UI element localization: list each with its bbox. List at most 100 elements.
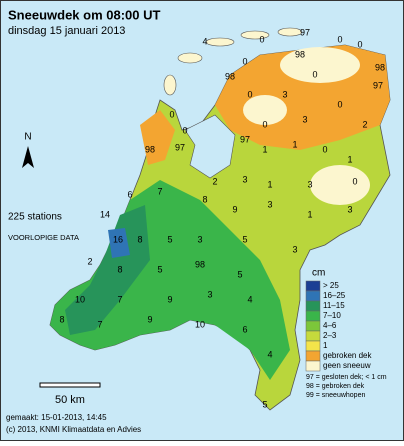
station-value: 0 [337,34,342,44]
station-value: 0 [357,39,362,49]
legend-label: 1 [323,341,328,350]
legend-swatch [305,320,321,332]
station-value: 8 [137,234,142,244]
station-value: 3 [307,179,312,189]
station-value: 3 [197,234,202,244]
region-west [50,180,290,380]
region-coast [65,205,150,335]
station-value: 97 [300,27,310,37]
station-value: 3 [347,204,352,214]
station-value: 10 [75,294,85,304]
station-value: 0 [259,34,264,44]
station-value: 2 [87,256,92,266]
legend-label: 7–10 [323,311,341,320]
legend-note: 97 = gesloten dek; < 1 cm [306,374,387,381]
region-holland [140,110,175,165]
legend-swatch [305,310,321,322]
station-value: 0 [337,99,342,109]
station-value: 8 [202,194,207,204]
lake [184,114,236,179]
station-value: 16 [113,234,123,244]
station-value: 0 [247,89,252,99]
station-value: 14 [100,209,110,219]
station-value: 98 [225,71,235,81]
footer-copyright: (c) 2013, KNMI Klimaatdata en Advies [6,425,141,434]
north-arrow [22,146,34,168]
station-value: 9 [232,204,237,214]
station-value: 5 [157,264,162,274]
station-value: 98 [375,62,385,72]
station-value: 0 [169,109,174,119]
station-value: 2 [362,119,367,129]
station-value: 0 [312,69,317,79]
legend-swatch [305,300,321,312]
legend-label: 2–3 [323,331,337,340]
scale-label: 50 km [55,394,85,406]
legend-label: 16–25 [323,291,346,300]
north-label: N [24,132,31,143]
station-value: 1 [262,144,267,154]
title: Sneeuwdek om 08:00 UT [8,7,160,22]
scale-bar [39,382,101,388]
island [240,30,270,40]
station-value: 3 [242,174,247,184]
station-value: 0 [352,176,357,186]
legend-label: geen sneeuw [323,361,371,370]
legend-label: > 25 [323,281,339,290]
station-value: 3 [267,199,272,209]
region-deep [108,228,130,258]
legend-note: 98 = gebroken dek [306,383,365,390]
station-value: 4 [267,349,272,359]
footer-made: gemaakt: 15-01-2013, 14:45 [6,413,107,422]
island [277,27,303,37]
region-no-snow [310,165,370,205]
station-value: 98 [145,144,155,154]
station-value: 9 [167,294,172,304]
island [163,74,177,96]
station-value: 1 [307,209,312,219]
status: VOORLOPIGE DATA [8,233,79,242]
station-value: 5 [242,234,247,244]
legend-unit: cm [312,268,325,279]
station-value: 3 [292,244,297,254]
station-value: 0 [182,125,187,135]
station-count: 225 stations [8,212,62,223]
station-value: 7 [117,294,122,304]
legend-swatch [305,290,321,302]
station-value: 6 [242,324,247,334]
station-value: 8 [117,264,122,274]
region-no-snow [243,95,287,125]
station-value: 97 [373,80,383,90]
station-value: 0 [262,119,267,129]
station-value: 97 [240,134,250,144]
legend-swatch [305,330,321,342]
station-value: 98 [195,259,205,269]
station-value: 0 [242,56,247,66]
station-value: 1 [347,154,352,164]
island [177,52,203,64]
station-value: 98 [295,49,305,59]
legend-label: 4–6 [323,321,337,330]
station-value: 5 [167,234,172,244]
legend-swatch [305,280,321,292]
station-value: 7 [97,319,102,329]
station-value: 1 [292,139,297,149]
legend-swatch [305,340,321,352]
station-value: 6 [127,189,132,199]
station-value: 3 [207,289,212,299]
station-value: 2 [212,176,217,186]
legend-swatch [305,360,321,372]
station-value: 1 [267,179,272,189]
station-value: 0 [322,144,327,154]
station-value: 97 [175,142,185,152]
legend-note: 99 = sneeuwhopen [306,392,365,399]
station-value: 7 [157,186,162,196]
region-no-snow [280,47,360,83]
station-value: 4 [247,294,252,304]
legend-swatch [305,350,321,362]
station-value: 5 [237,269,242,279]
station-value: 8 [59,314,64,324]
